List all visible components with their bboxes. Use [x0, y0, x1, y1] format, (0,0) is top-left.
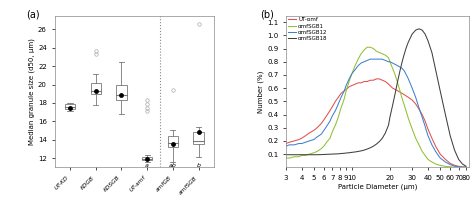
UT-αmf	[296, 138, 302, 141]
Text: ab: ab	[169, 163, 177, 168]
αmfSGB1	[401, 104, 407, 107]
Line: αmfSGB12: αmfSGB12	[286, 59, 466, 167]
Bar	[116, 85, 127, 100]
αmfSGB18	[416, 27, 422, 30]
Y-axis label: Median granule size (d50, μm): Median granule size (d50, μm)	[28, 38, 35, 145]
Line: αmfSGB1: αmfSGB1	[286, 47, 466, 167]
αmfSGB12	[367, 58, 373, 60]
αmfSGB1	[452, 166, 457, 168]
αmfSGB18	[283, 153, 289, 156]
αmfSGB12	[296, 142, 302, 145]
αmfSGB1	[283, 157, 289, 159]
αmfSGB1	[403, 111, 409, 113]
Text: (a): (a)	[26, 10, 39, 20]
Bar	[91, 83, 101, 94]
UT-αmf	[463, 166, 469, 168]
Legend: UT-αmf, αmfSGB1, αmfSGB12, αmfSGB18: UT-αmf, αmfSGB1, αmfSGB12, αmfSGB18	[288, 17, 328, 41]
αmfSGB12	[401, 70, 407, 72]
Line: αmfSGB18: αmfSGB18	[286, 29, 466, 166]
Bar	[142, 157, 152, 160]
Bar	[168, 136, 178, 147]
αmfSGB18	[399, 60, 405, 63]
αmfSGB1	[292, 155, 297, 158]
UT-αmf	[401, 93, 407, 96]
αmfSGB18	[296, 153, 302, 156]
αmfSGB12	[283, 145, 289, 147]
αmfSGB1	[296, 155, 302, 158]
αmfSGB12	[403, 74, 409, 76]
αmfSGB18	[401, 52, 407, 55]
αmfSGB18	[292, 153, 297, 156]
αmfSGB12	[336, 103, 341, 105]
αmfSGB1	[336, 116, 341, 118]
Text: b: b	[197, 163, 201, 168]
Bar	[193, 132, 204, 144]
αmfSGB18	[463, 165, 469, 167]
Bar	[65, 104, 75, 109]
Text: a: a	[145, 163, 149, 168]
Line: UT-αmf: UT-αmf	[286, 79, 466, 167]
αmfSGB1	[365, 46, 370, 49]
X-axis label: Particle Diameter (μm): Particle Diameter (μm)	[338, 184, 417, 190]
UT-αmf	[292, 140, 297, 142]
αmfSGB18	[361, 149, 367, 151]
UT-αmf	[336, 96, 341, 99]
αmfSGB1	[463, 166, 469, 168]
Text: (b): (b)	[260, 10, 274, 20]
αmfSGB12	[292, 143, 297, 146]
αmfSGB12	[361, 60, 367, 63]
UT-αmf	[361, 80, 367, 83]
UT-αmf	[283, 142, 289, 145]
Y-axis label: Number (%): Number (%)	[258, 70, 264, 113]
αmfSGB12	[463, 166, 469, 168]
αmfSGB1	[361, 49, 367, 51]
UT-αmf	[374, 78, 379, 80]
αmfSGB18	[336, 153, 341, 155]
UT-αmf	[403, 95, 409, 97]
αmfSGB12	[460, 166, 465, 168]
